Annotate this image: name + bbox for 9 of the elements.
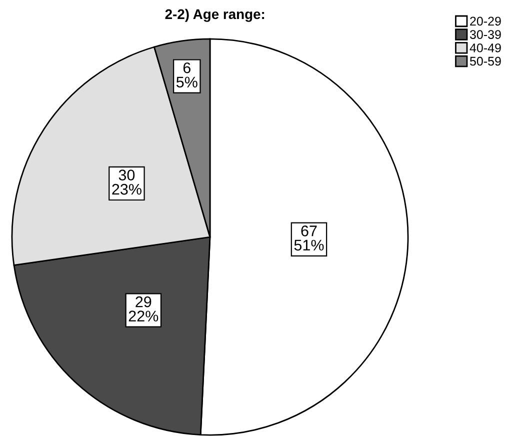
legend-label: 30-39 <box>470 30 501 39</box>
data-label: 6 5% <box>176 62 198 88</box>
data-label: 30 23% <box>112 170 142 195</box>
chart-title: 2-2) Age range: <box>165 8 264 22</box>
legend-label: 50-59 <box>470 56 501 66</box>
legend-label: 20-29 <box>470 16 501 26</box>
data-label: 67 51% <box>294 226 324 251</box>
legend-label: 40-49 <box>470 43 501 52</box>
data-label: 29 22% <box>128 296 158 322</box>
